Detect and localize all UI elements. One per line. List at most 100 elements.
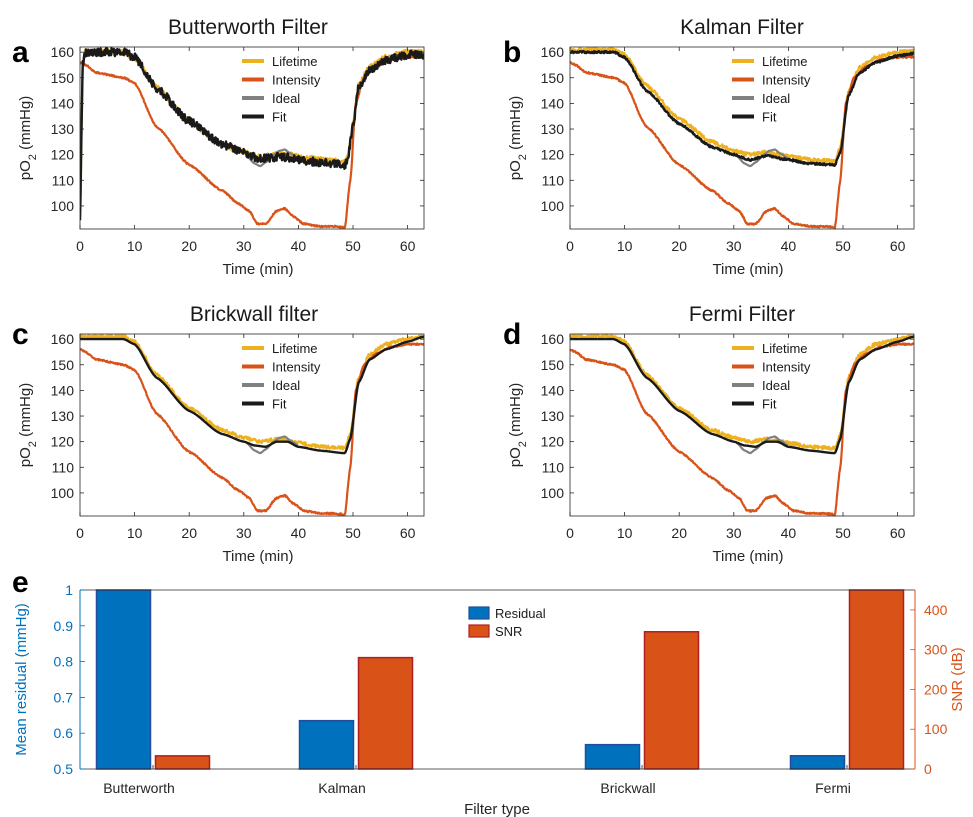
x-tick-label: 50 <box>345 238 361 254</box>
legend-label: Ideal <box>272 91 300 106</box>
y-axis-label-unit: (mmHg) <box>507 383 524 441</box>
x-tick-label: 30 <box>236 238 252 254</box>
y-tick-label: 110 <box>52 459 75 475</box>
y-tick-label: 160 <box>541 44 565 60</box>
axes-box <box>79 333 425 517</box>
y-tick-label: 130 <box>51 408 75 424</box>
panel-letter: b <box>503 36 521 69</box>
y-axis-label-main: pO <box>507 160 524 180</box>
y-axis-label-subscript: 2 <box>27 441 39 447</box>
legend-label: SNR <box>495 624 522 639</box>
legend-label: Ideal <box>762 91 790 106</box>
x-tick-label: 20 <box>181 525 197 541</box>
x-tick-label: 10 <box>617 525 633 541</box>
legend-label: Intensity <box>762 73 811 88</box>
y-right-tick-label: 400 <box>924 602 948 618</box>
bar-snr <box>848 589 905 770</box>
x-tick-label: 50 <box>835 525 851 541</box>
bar-residual <box>95 589 152 770</box>
x-tick-label: 40 <box>781 238 797 254</box>
series-line-intensity <box>80 55 424 229</box>
legend-label: Fit <box>272 110 287 125</box>
legend-label: Fit <box>272 397 287 412</box>
y-axis-label-subscript: 2 <box>517 154 529 160</box>
y-tick-label: 0.5 <box>54 761 74 777</box>
chart-title: Brickwall filter <box>190 303 318 326</box>
y-tick-label: 130 <box>541 121 565 137</box>
y-axis-label: pO2 (mmHg) <box>507 96 529 180</box>
y-tick-label: 0.9 <box>54 618 74 634</box>
y-tick-label: 130 <box>541 408 565 424</box>
x-tick-label: 20 <box>671 238 687 254</box>
legend-label: Intensity <box>762 360 811 375</box>
bar-snr <box>643 631 700 770</box>
x-axis-label: Time (min) <box>222 548 293 565</box>
series-group <box>570 333 914 516</box>
y-axis-label-main: pO <box>17 160 34 180</box>
axes-box <box>569 46 915 230</box>
series-line-intensity <box>570 55 914 229</box>
legend-label: Residual <box>495 606 546 621</box>
y-tick-label: 120 <box>541 147 565 163</box>
series-group <box>570 46 914 229</box>
x-tick-label: 0 <box>76 238 84 254</box>
y-tick-label: 140 <box>51 95 75 111</box>
y-tick-label: 110 <box>542 172 565 188</box>
panel-e: e Butterworth Kalman Brickwall Fermi 0.5 0.6 0.… <box>12 566 966 817</box>
x-tick-label: 10 <box>127 525 143 541</box>
bar-snr <box>154 755 211 770</box>
y-tick-label: 150 <box>51 357 75 373</box>
x-tick-label: 50 <box>345 525 361 541</box>
x-tick-label: 60 <box>400 238 416 254</box>
axes-box <box>79 46 425 230</box>
legend-label: Fit <box>762 110 777 125</box>
y-tick-label: 0.7 <box>54 689 74 705</box>
legend-label: Fit <box>762 397 777 412</box>
y-tick-label: 100 <box>51 485 75 501</box>
y-axis-label: pO2 (mmHg) <box>507 383 529 467</box>
legend-label: Ideal <box>272 378 300 393</box>
x-tick-label: 40 <box>781 525 797 541</box>
y-tick-label: 160 <box>51 44 75 60</box>
bar-residual <box>298 719 355 770</box>
panel-a: a Butterworth Filter 0 10 20 30 40 50 60 100 110 12… <box>12 16 425 278</box>
x-tick-label: 20 <box>671 525 687 541</box>
bar-residual <box>789 755 846 770</box>
y-tick-label: 120 <box>51 147 75 163</box>
y-tick-label: 100 <box>541 198 565 214</box>
panel-letter: e <box>12 566 29 599</box>
x-tick-label: 40 <box>291 525 307 541</box>
y-tick-label: 160 <box>541 331 565 347</box>
y-axis-label: Mean residual (mmHg) <box>13 603 30 756</box>
axes-box <box>569 333 915 517</box>
legend-label: Lifetime <box>762 54 808 69</box>
y-tick-label: 160 <box>51 331 75 347</box>
legend-label: Lifetime <box>272 54 318 69</box>
y-tick-label: 120 <box>541 434 565 450</box>
x-tick-label: 30 <box>236 525 252 541</box>
x-tick-label: 0 <box>566 238 574 254</box>
y-tick-label: 1 <box>65 582 73 598</box>
chart-title: Kalman Filter <box>680 16 804 39</box>
legend-swatch <box>468 624 490 638</box>
bar-residual <box>584 743 641 770</box>
legend-label: Ideal <box>762 378 790 393</box>
x-axis-label: Time (min) <box>712 261 783 278</box>
x-tick-label: Kalman <box>318 780 365 796</box>
y-tick-label: 100 <box>541 485 565 501</box>
y-tick-label: 150 <box>51 70 75 86</box>
series-line-fit <box>80 46 424 221</box>
x-tick-label: 60 <box>890 238 906 254</box>
y-right-tick-label: 200 <box>924 681 948 697</box>
panel-d: d Fermi Filter 0 10 20 30 40 50 60 100 110 120 130 14… <box>503 303 915 565</box>
series-line-fit <box>570 335 914 455</box>
y-axis-label-subscript: 2 <box>517 441 529 447</box>
series-group <box>80 46 424 229</box>
legend-label: Intensity <box>272 73 321 88</box>
series-line-lifetime <box>570 333 914 451</box>
series-line-fit <box>570 49 914 167</box>
x-tick-label: 50 <box>835 238 851 254</box>
x-tick-label: 60 <box>400 525 416 541</box>
y-axis-label-unit: (mmHg) <box>507 96 524 154</box>
